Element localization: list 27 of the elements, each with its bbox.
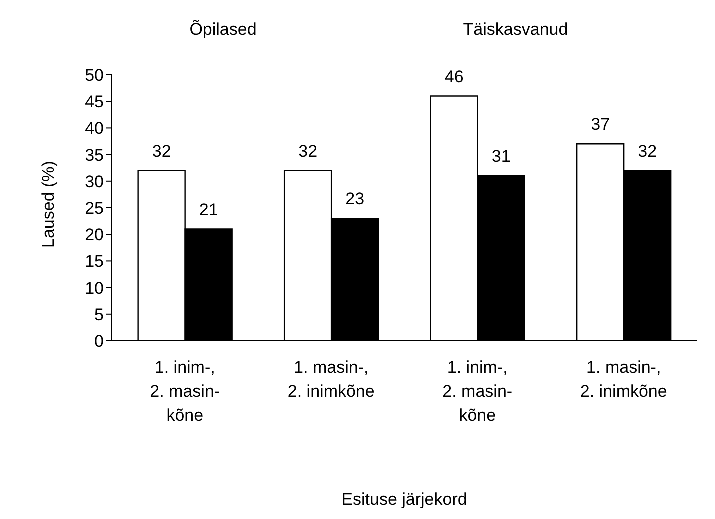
y-tick-label: 5 bbox=[94, 305, 104, 324]
x-axis-title: Esituse järjekord bbox=[342, 490, 468, 509]
text: Täiskasvanud bbox=[462, 20, 570, 40]
y-tick-label: 0 bbox=[94, 332, 104, 352]
y-tick-label: 45 bbox=[85, 92, 104, 112]
data-label: 37 bbox=[591, 115, 610, 134]
data-label: 32 bbox=[638, 142, 658, 161]
y-tick-label: 30 bbox=[85, 172, 104, 192]
x-tick-label: 1. inim-, 2. masin- kõne bbox=[150, 358, 220, 425]
y-axis-title: Laused (%) bbox=[39, 161, 58, 248]
y-tick-label: 25 bbox=[85, 199, 104, 218]
data-label: 32 bbox=[152, 142, 172, 161]
text: Õpilased bbox=[188, 20, 258, 40]
data-label: 21 bbox=[199, 200, 218, 220]
data-label: 46 bbox=[444, 67, 464, 86]
data-label: 32 bbox=[298, 142, 318, 161]
y-tick-label: 15 bbox=[85, 252, 104, 272]
y-tick-label: 35 bbox=[85, 146, 104, 165]
y-tick-label: 50 bbox=[85, 66, 104, 86]
x-tick-label: 1. masin-, 2. inimkõne bbox=[580, 358, 668, 401]
y-tick-label: 20 bbox=[85, 226, 104, 245]
data-label: 31 bbox=[492, 147, 511, 166]
data-label: 23 bbox=[346, 190, 365, 209]
y-tick-label: 10 bbox=[85, 278, 104, 298]
x-tick-label: 1. masin-, 2. inimkõne bbox=[288, 358, 375, 401]
x-tick-label: 1. inim-, 2. masin- kõne bbox=[442, 358, 513, 425]
y-tick-label: 40 bbox=[85, 119, 104, 138]
